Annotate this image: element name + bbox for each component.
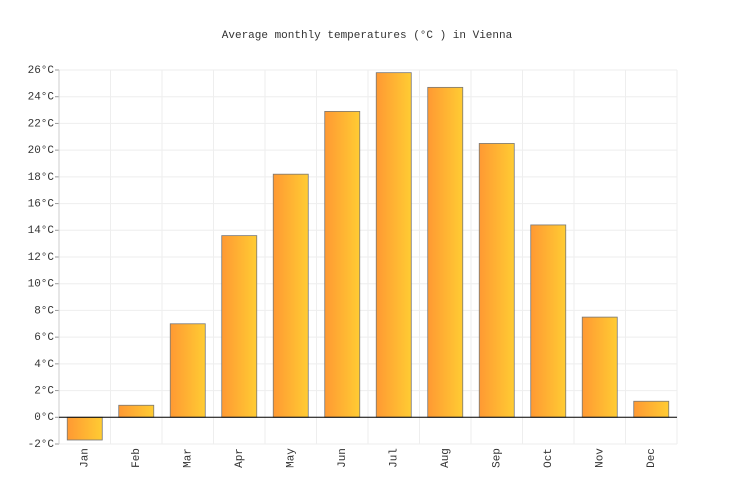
bar [581, 316, 618, 418]
x-tick-label: Apr [234, 448, 246, 468]
bar [169, 323, 206, 418]
y-tick-label: 6°C [34, 332, 54, 344]
bar [478, 143, 515, 418]
y-tick-label: 22°C [28, 118, 55, 130]
bar [221, 235, 258, 418]
x-tick-label: Nov [595, 448, 607, 468]
y-tick-label: 8°C [34, 305, 54, 317]
x-tick-label: Jun [337, 448, 349, 468]
y-tick-label: 20°C [28, 145, 55, 157]
x-tick-label: Jul [389, 448, 401, 468]
bar [427, 86, 464, 418]
bar [272, 173, 309, 418]
x-tick-label: Jan [80, 448, 92, 468]
bar [375, 72, 412, 418]
y-tick-label: 12°C [28, 252, 55, 264]
y-tick-label: 10°C [28, 279, 55, 291]
bar [530, 224, 567, 418]
y-tick-label: -2°C [28, 439, 55, 451]
y-tick-label: 18°C [28, 172, 55, 184]
y-tick-label: 2°C [34, 385, 54, 397]
y-tick-label: 0°C [34, 412, 54, 424]
y-tick-label: 24°C [28, 92, 55, 104]
bar [633, 400, 670, 418]
x-tick-label: Dec [646, 448, 658, 468]
x-tick-label: Feb [131, 448, 143, 468]
y-tick-label: 14°C [28, 225, 55, 237]
bar [66, 416, 103, 441]
y-tick-label: 4°C [34, 359, 54, 371]
y-tick-label: 16°C [28, 198, 55, 210]
x-tick-label: May [286, 448, 298, 468]
bar [118, 404, 155, 418]
bar [324, 111, 361, 418]
x-tick-label: Oct [543, 448, 555, 468]
y-tick-label: 26°C [28, 65, 55, 77]
x-tick-label: Aug [440, 448, 452, 468]
x-tick-label: Sep [492, 448, 504, 468]
chart-title: Average monthly temperatures (°C ) in Vi… [222, 30, 513, 42]
x-tick-label: Mar [183, 448, 195, 468]
